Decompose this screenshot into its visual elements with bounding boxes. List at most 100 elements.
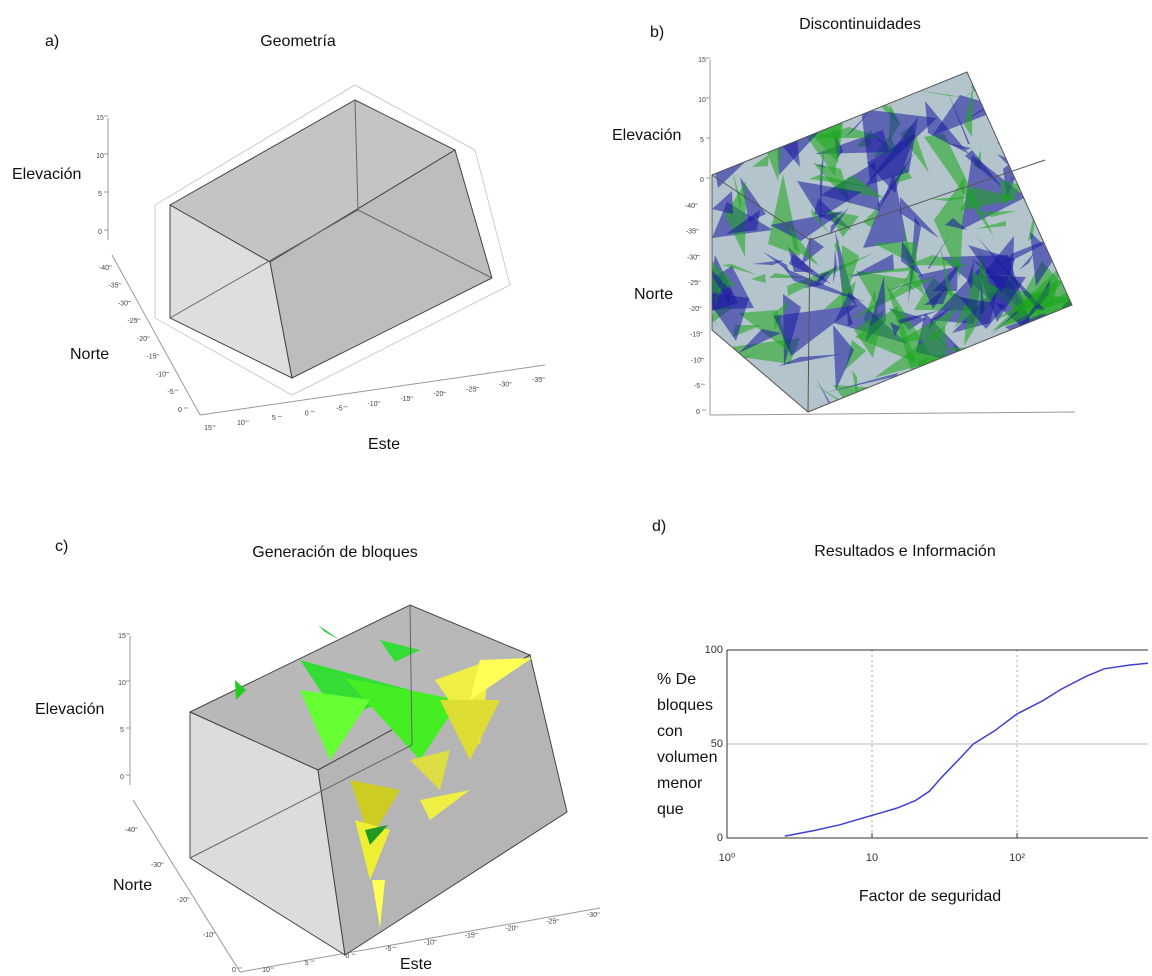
fracture (1002, 116, 1047, 157)
y-axis-label: con (657, 723, 683, 740)
fracture (1003, 332, 1064, 370)
fracture (1017, 134, 1088, 160)
tick-label: -25 (466, 386, 476, 393)
fracture (960, 415, 1033, 441)
tick-label: 0 (98, 229, 102, 236)
fracture (1013, 97, 1054, 135)
fracture (855, 382, 932, 439)
tick-label: 15 (96, 115, 104, 122)
tick-label: -10 (367, 401, 377, 408)
panel-label: c) (55, 538, 68, 555)
tick-label: -15 (465, 932, 475, 939)
fracture (1015, 370, 1032, 388)
tick-label: 5 (120, 727, 124, 734)
y-tick-label: 0 (717, 832, 723, 844)
tick-label: -25 (127, 318, 137, 325)
x-tick-label: 10² (1009, 852, 1025, 864)
tick-label: 5 (305, 960, 309, 967)
fracture (1033, 68, 1048, 79)
tick-label: 0 (232, 967, 236, 974)
axis-label: Este (400, 956, 432, 973)
fracture (946, 369, 972, 404)
chart-title: Resultados e Información (814, 543, 995, 560)
fracture (997, 128, 1039, 143)
y-tick-label: 100 (705, 644, 723, 656)
tick-label: -15 (146, 354, 156, 361)
tick-label: 10 (118, 680, 126, 687)
tick-label: 10 (698, 97, 706, 104)
fracture (966, 374, 977, 391)
tick-label: -20 (689, 306, 699, 313)
fracture (981, 423, 1015, 450)
fracture (1052, 340, 1063, 352)
tick-label: -5 (167, 389, 173, 396)
tick-label: -20 (433, 391, 443, 398)
tick-label: 0 (178, 407, 182, 414)
fracture (721, 85, 762, 117)
fracture (704, 108, 727, 158)
fracture (721, 86, 783, 132)
fracture (948, 382, 957, 394)
panel-title: Generación de bloques (252, 544, 417, 561)
fracture (742, 88, 773, 120)
tick-label: 0 (346, 953, 350, 960)
x-tick-label: 10 (866, 852, 878, 864)
tick-label: -35 (686, 229, 696, 236)
fracture (725, 96, 737, 110)
fracture (1012, 377, 1022, 408)
figure: a)GeometríaElevaciónNorteEste0510150-5-1… (0, 0, 1152, 976)
tick-label: -10 (203, 932, 213, 939)
fracture (684, 111, 772, 148)
fracture (965, 36, 1000, 65)
panel-label: a) (45, 33, 59, 50)
fracture (992, 72, 1054, 98)
tick-label: -30 (118, 300, 128, 307)
fracture (1017, 104, 1060, 131)
fracture (989, 361, 1019, 414)
y-axis-label: menor (657, 775, 703, 792)
box-c (130, 605, 600, 972)
tick-label: -30 (587, 912, 597, 919)
fracture (1047, 213, 1085, 253)
fracture (997, 106, 1037, 144)
x-axis-label: Factor de seguridad (859, 888, 1001, 905)
tick-label: -20 (137, 336, 147, 343)
tick-label: -10 (691, 357, 701, 364)
tick-label: -40 (685, 203, 695, 210)
fracture (1047, 140, 1063, 147)
fracture (758, 98, 772, 134)
axis-label: Norte (113, 877, 152, 894)
fracture (773, 60, 803, 138)
box-b (657, 36, 1101, 451)
tick-label: 10 (262, 967, 270, 974)
fracture (702, 112, 742, 152)
fracture (688, 362, 723, 451)
fracture (850, 75, 859, 121)
axis-label: Elevación (12, 166, 81, 183)
fracture (1050, 369, 1065, 435)
tick-label: 10 (96, 153, 104, 160)
tick-label: 0 (700, 177, 704, 184)
tick-label: 15 (204, 425, 212, 432)
tick-label: -20 (505, 926, 515, 933)
tick-label: -35 (532, 377, 542, 384)
panel-title: Discontinuidades (799, 16, 921, 33)
tick-label: 5 (272, 415, 276, 422)
fracture (794, 97, 829, 114)
tick-label: -15 (690, 332, 700, 339)
axis-label: Norte (70, 346, 109, 363)
y-axis-label: que (657, 801, 684, 818)
tick-label: -40 (125, 827, 135, 834)
fracture (1057, 336, 1072, 355)
fracture (1035, 121, 1056, 141)
fracture (1057, 97, 1072, 178)
fracture (750, 56, 787, 90)
tick-label: -30 (499, 382, 509, 389)
fracture (1009, 374, 1021, 403)
tick-label: 0 (696, 409, 700, 416)
tick-label: -10 (156, 371, 166, 378)
axis-label: Elevación (612, 127, 681, 144)
fracture (1051, 358, 1058, 369)
tick-label: 0 (305, 410, 309, 417)
fracture (674, 49, 730, 86)
